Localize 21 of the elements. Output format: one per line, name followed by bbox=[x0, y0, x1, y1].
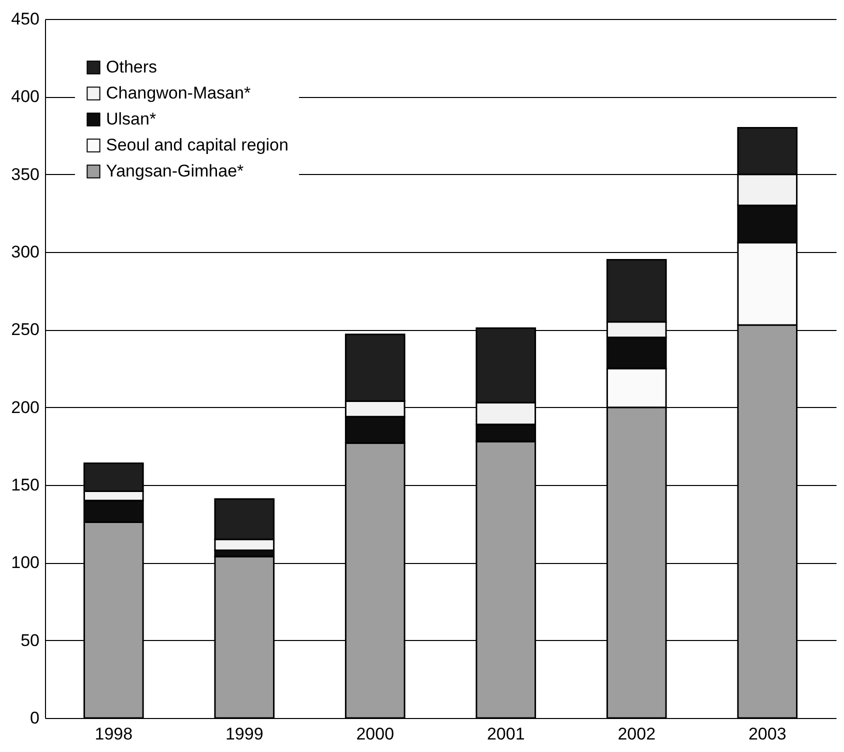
y-tick-label: 350 bbox=[11, 164, 40, 184]
x-tick-label: 2000 bbox=[356, 724, 394, 744]
y-tick-label: 50 bbox=[20, 630, 40, 650]
y-tick-label: 250 bbox=[11, 320, 40, 340]
y-tick-label: 100 bbox=[11, 553, 40, 572]
legend-label: Changwon-Masan* bbox=[106, 84, 251, 102]
legend-label: Ulsan* bbox=[106, 110, 156, 128]
y-tick-label: 0 bbox=[30, 708, 40, 728]
legend-label: Yangsan-Gimhae* bbox=[106, 162, 244, 180]
y-tick-label: 200 bbox=[11, 398, 40, 417]
legend-label: Others bbox=[106, 58, 158, 76]
x-tick-label: 1998 bbox=[94, 724, 133, 744]
y-tick-label: 300 bbox=[11, 242, 40, 262]
x-tick-label: 1999 bbox=[225, 724, 264, 744]
y-tick-label: 400 bbox=[11, 87, 40, 106]
legend-label: Seoul and capital region bbox=[106, 136, 288, 154]
x-tick-label: 2003 bbox=[748, 724, 786, 744]
y-tick-label: 150 bbox=[11, 476, 40, 494]
x-tick-label: 2001 bbox=[486, 724, 525, 744]
x-tick-label: 2002 bbox=[618, 724, 656, 744]
y-tick-label: 450 bbox=[11, 10, 40, 28]
